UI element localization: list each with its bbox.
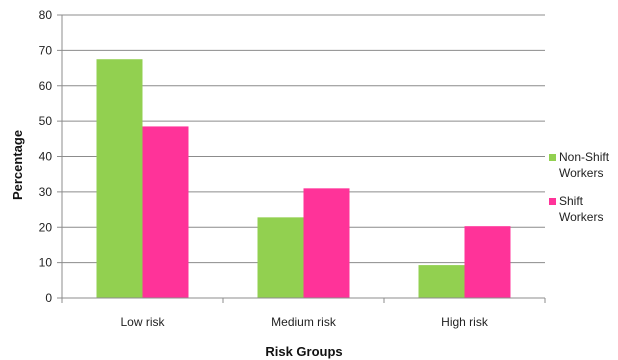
legend-item: Shift Workers <box>549 194 603 224</box>
legend-swatch <box>549 198 556 205</box>
y-tick-label: 20 <box>39 220 53 234</box>
y-tick-label: 80 <box>39 8 53 22</box>
bar <box>142 126 189 299</box>
legend-label-line: Workers <box>559 166 603 180</box>
x-tick-labels: Low risk Medium risk High risk <box>120 315 488 329</box>
legend-label: Shift Workers <box>559 194 603 224</box>
bar <box>464 226 511 298</box>
x-axis-title: Risk Groups <box>265 344 342 359</box>
y-tick-label: 30 <box>39 185 53 199</box>
bar <box>303 188 350 298</box>
legend-label-line: Shift <box>559 194 584 208</box>
bars <box>96 59 511 299</box>
y-tick-label: 40 <box>39 150 53 164</box>
legend-label-line: Workers <box>559 210 603 224</box>
y-tick-label: 60 <box>39 79 53 93</box>
x-tick-label: Medium risk <box>271 315 337 329</box>
y-tick-labels: 0 10 20 30 40 50 60 70 80 <box>39 8 53 305</box>
x-tick-label: High risk <box>441 315 489 329</box>
legend: Non-Shift Workers Shift Workers <box>549 150 610 224</box>
legend-label: Non-Shift Workers <box>559 150 610 180</box>
y-tick-label: 70 <box>39 43 53 57</box>
y-tick-label: 50 <box>39 114 53 128</box>
y-tick-label: 0 <box>45 291 52 305</box>
bar <box>418 265 465 298</box>
legend-item: Non-Shift Workers <box>549 150 610 180</box>
y-tick-label: 10 <box>39 256 53 270</box>
legend-label-line: Non-Shift <box>559 150 610 164</box>
legend-swatch <box>549 154 556 161</box>
x-tick-label: Low risk <box>120 315 165 329</box>
y-axis-title: Percentage <box>10 130 25 200</box>
axes <box>61 15 546 303</box>
bar <box>96 59 143 298</box>
bar <box>257 217 304 298</box>
